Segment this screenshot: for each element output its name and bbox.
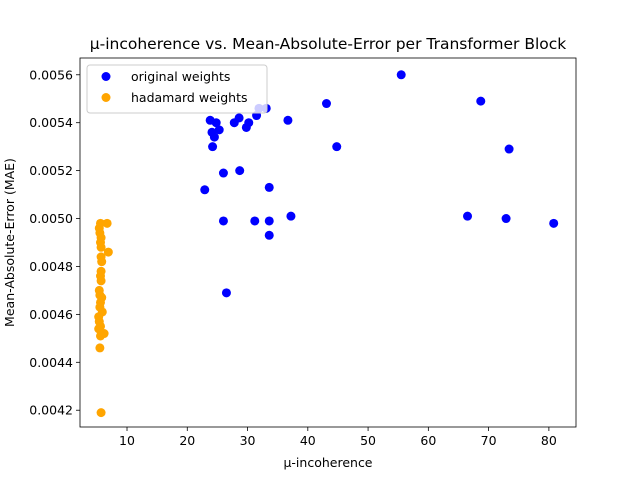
y-axis-label: Mean-Absolute-Error (MAE) xyxy=(2,158,17,327)
point-hadamard-weights-25 xyxy=(95,343,105,353)
legend-marker-hadamard-weights xyxy=(101,93,111,102)
x-tick-label-20: 20 xyxy=(179,433,195,448)
point-hadamard-weights-6 xyxy=(96,242,106,252)
point-original-weights-18 xyxy=(504,144,514,154)
plot-frame xyxy=(79,57,577,428)
point-original-weights-27 xyxy=(250,216,260,226)
point-hadamard-weights-26 xyxy=(96,408,106,418)
point-original-weights-26 xyxy=(218,216,228,226)
y-tick-label-4: 0.0050 xyxy=(29,211,73,226)
x-tick-label-10: 10 xyxy=(119,433,135,448)
point-hadamard-weights-9 xyxy=(97,257,107,267)
y-tick-label-5: 0.0052 xyxy=(29,163,73,178)
point-hadamard-weights-7 xyxy=(103,247,113,257)
y-tick-label-1: 0.0044 xyxy=(29,355,73,370)
point-original-weights-15 xyxy=(209,132,219,142)
x-tick-label-40: 40 xyxy=(300,433,316,448)
point-original-weights-16 xyxy=(208,142,218,152)
legend-box xyxy=(86,64,268,114)
point-original-weights-29 xyxy=(549,218,559,228)
point-original-weights-19 xyxy=(235,166,245,176)
point-hadamard-weights-1 xyxy=(102,218,112,228)
point-original-weights-30 xyxy=(264,230,274,240)
point-original-weights-22 xyxy=(200,185,210,195)
point-hadamard-weights-12 xyxy=(96,276,106,286)
chart-title: μ-incoherence vs. Mean-Absolute-Error pe… xyxy=(90,35,567,53)
x-tick-label-50: 50 xyxy=(360,433,376,448)
x-tick-label-80: 80 xyxy=(541,433,557,448)
x-axis-label: μ-incoherence xyxy=(283,455,372,470)
y-tick-label-6: 0.0054 xyxy=(29,115,73,130)
y-tick-label-7: 0.0056 xyxy=(29,67,73,82)
point-original-weights-28 xyxy=(264,216,274,226)
point-original-weights-1 xyxy=(476,96,486,106)
point-original-weights-10 xyxy=(211,118,221,128)
y-tick-label-3: 0.0048 xyxy=(29,259,73,274)
point-original-weights-25 xyxy=(501,214,511,224)
point-original-weights-0 xyxy=(396,70,406,80)
point-hadamard-weights-24 xyxy=(95,331,105,341)
y-axis-ticks: 0.0042 0.0044 0.0046 0.0048 0.0050 0.0052 0.00… xyxy=(29,67,80,418)
point-original-weights-24 xyxy=(463,211,473,221)
x-tick-label-30: 30 xyxy=(240,433,256,448)
point-original-weights-17 xyxy=(332,142,342,152)
legend: original weights hadamard weights xyxy=(86,64,268,114)
y-tick-label-2: 0.0046 xyxy=(29,307,73,322)
axes-layer xyxy=(79,57,577,428)
point-original-weights-2 xyxy=(321,99,331,109)
point-original-weights-21 xyxy=(264,182,274,192)
x-tick-label-70: 70 xyxy=(481,433,497,448)
point-original-weights-13 xyxy=(214,125,224,135)
point-original-weights-12 xyxy=(241,122,251,132)
point-original-weights-9 xyxy=(229,118,239,128)
point-original-weights-6 xyxy=(283,115,293,125)
legend-label-original-weights: original weights xyxy=(131,69,230,84)
x-axis-ticks: 10 20 30 40 50 60 70 80 xyxy=(119,427,557,448)
x-tick-label-60: 60 xyxy=(420,433,436,448)
y-tick-label-0: 0.0042 xyxy=(29,403,73,418)
plot-area xyxy=(80,58,576,427)
point-original-weights-20 xyxy=(218,168,228,178)
legend-label-hadamard-weights: hadamard weights xyxy=(131,90,248,105)
point-original-weights-23 xyxy=(286,211,296,221)
legend-marker-original-weights xyxy=(101,72,111,81)
point-original-weights-31 xyxy=(221,288,231,298)
